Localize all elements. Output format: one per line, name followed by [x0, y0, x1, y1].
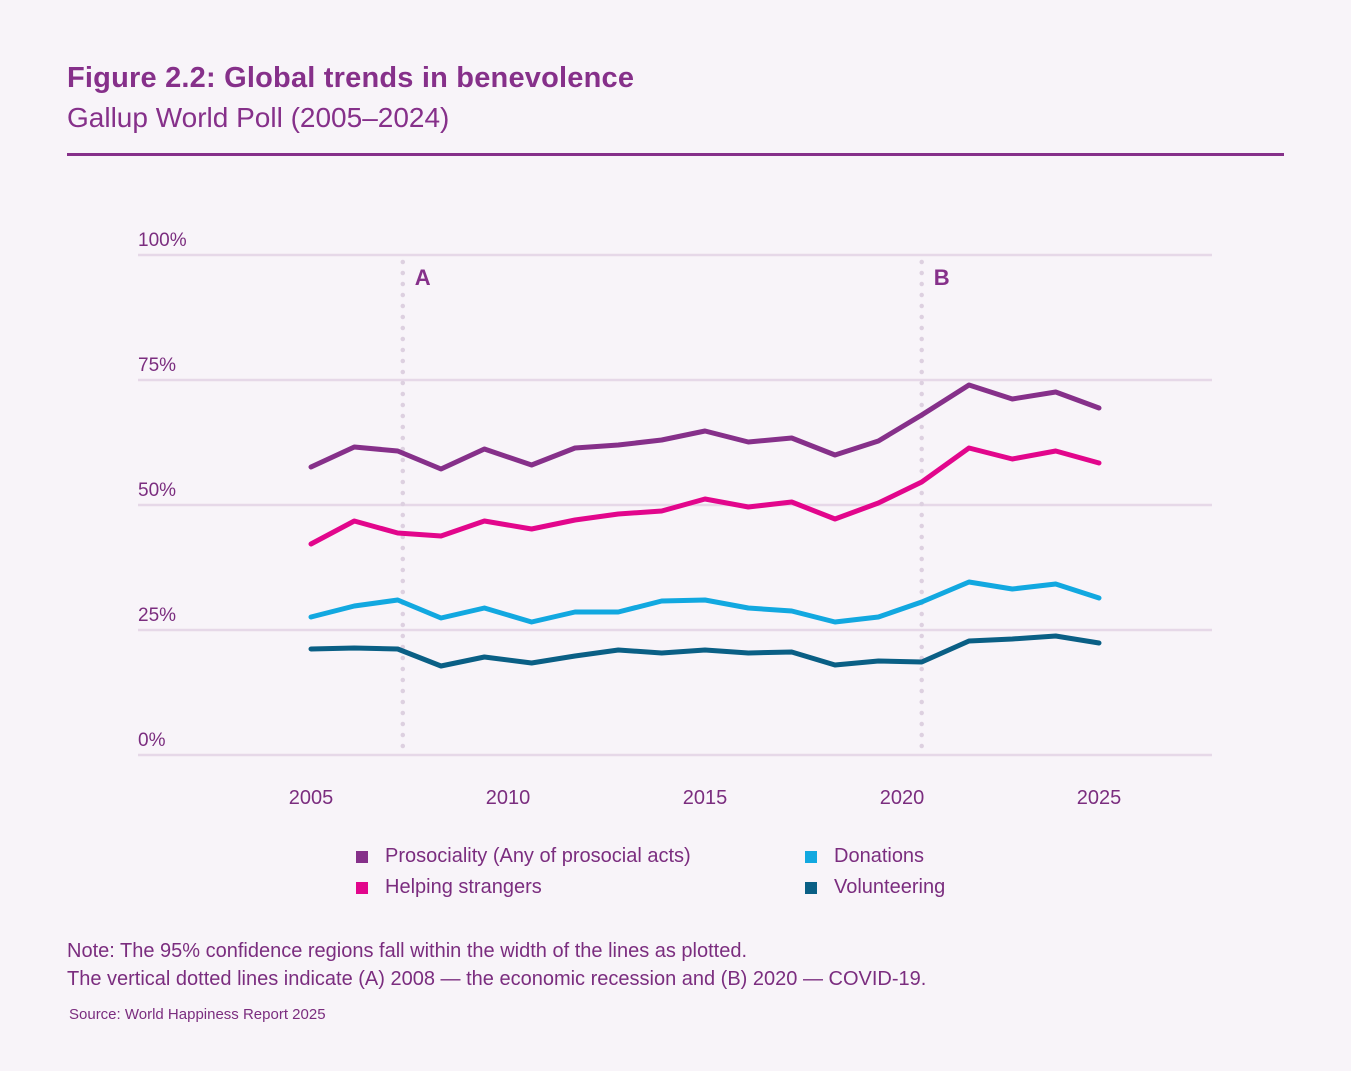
title-divider — [67, 153, 1284, 156]
series-line-prosociality-any-of-prosocial-acts — [308, 382, 1102, 472]
y-tick-label: 50% — [138, 480, 176, 501]
note-line-2: The vertical dotted lines indicate (A) 2… — [67, 968, 927, 990]
x-tick-label: 2020 — [880, 787, 925, 809]
legend-item-prosociality: Prosociality (Any of prosocial acts) — [356, 845, 691, 868]
figure-title: Figure 2.2: Global trends in benevolence — [67, 62, 635, 94]
source-text: Source: World Happiness Report 2025 — [69, 1006, 326, 1023]
note-line-1: Note: The 95% confidence regions fall wi… — [67, 940, 748, 962]
legend-swatch — [356, 881, 368, 894]
x-axis-ticks: 2005 2010 2015 2020 2025 — [289, 787, 1122, 809]
legend-label: Donations — [834, 845, 925, 867]
series-line-donations — [308, 579, 1102, 625]
series-line-helping-strangers — [308, 445, 1102, 547]
legend-label: Helping strangers — [385, 876, 542, 898]
legend-item-volunteering: Volunteering — [805, 876, 945, 899]
y-tick-label: 100% — [138, 230, 187, 251]
legend-label: Prosociality (Any of prosocial acts) — [385, 845, 691, 867]
x-tick-label: 2025 — [1077, 787, 1122, 809]
y-axis-ticks: 0% 25% 50% 75% 100% — [138, 230, 187, 751]
x-tick-label: 2015 — [683, 787, 728, 809]
legend-label: Volunteering — [834, 876, 946, 898]
legend-item-helping-strangers: Helping strangers — [356, 876, 542, 899]
y-tick-label: 75% — [138, 355, 176, 376]
series-lines — [308, 382, 1102, 669]
annotation-label-b: B — [934, 265, 950, 290]
x-tick-label: 2010 — [486, 787, 531, 809]
legend-item-donations: Donations — [805, 845, 924, 868]
legend-swatch — [805, 850, 817, 863]
annotation-label-a: A — [415, 265, 431, 290]
legend-swatch — [356, 850, 368, 863]
x-tick-label: 2005 — [289, 787, 334, 809]
y-tick-label: 0% — [138, 730, 166, 751]
figure-subtitle: Gallup World Poll (2005–2024) — [67, 102, 450, 133]
series-line-volunteering — [308, 633, 1102, 669]
y-tick-label: 25% — [138, 605, 176, 626]
legend-swatch — [805, 881, 817, 894]
